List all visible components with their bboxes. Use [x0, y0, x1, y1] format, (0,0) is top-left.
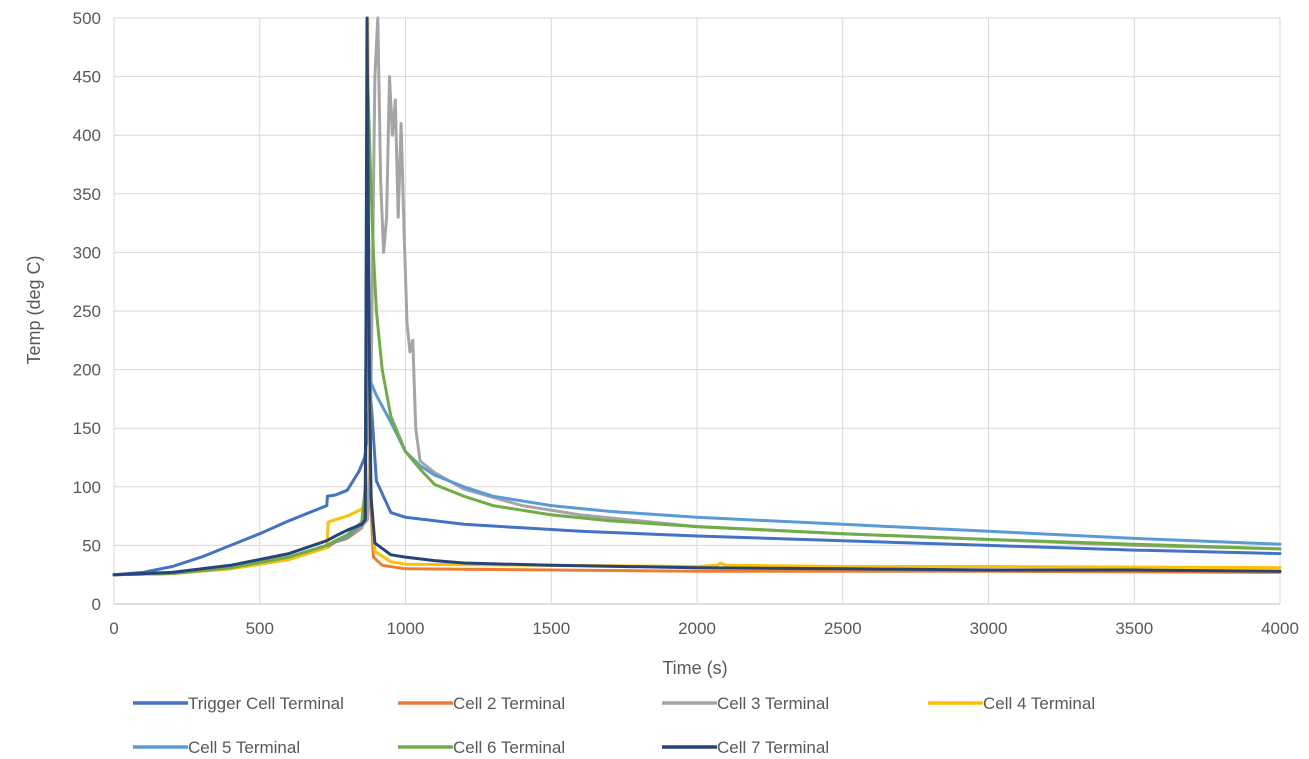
y-tick-label: 350: [73, 185, 101, 204]
x-tick-label: 2000: [678, 619, 716, 638]
y-axis-title: Temp (deg C): [24, 255, 44, 364]
y-tick-label: 100: [73, 478, 101, 497]
legend-label: Cell 2 Terminal: [453, 694, 565, 713]
series-line-7: [112, 16, 1282, 577]
legend-label: Cell 5 Terminal: [188, 738, 300, 757]
y-tick-label: 150: [73, 419, 101, 438]
y-tick-label: 200: [73, 361, 101, 380]
x-tick-label: 3500: [1115, 619, 1153, 638]
series-line-6: [112, 75, 1282, 577]
x-tick-label: 1500: [532, 619, 570, 638]
y-tick-label: 0: [92, 595, 101, 614]
x-tick-label: 1000: [387, 619, 425, 638]
x-tick-label: 500: [246, 619, 274, 638]
x-axis-title: Time (s): [662, 658, 727, 678]
x-tick-label: 0: [109, 619, 118, 638]
x-tick-label: 2500: [824, 619, 862, 638]
y-tick-label: 400: [73, 126, 101, 145]
y-tick-label: 500: [73, 9, 101, 28]
legend: Trigger Cell Terminal Cell 2 Terminal Cell…: [133, 694, 1095, 757]
series-lines: [112, 16, 1282, 577]
y-tick-label: 450: [73, 68, 101, 87]
y-tick-label: 300: [73, 243, 101, 262]
legend-label: Cell 4 Terminal: [983, 694, 1095, 713]
x-tick-label: 4000: [1261, 619, 1299, 638]
legend-label: Cell 3 Terminal: [717, 694, 829, 713]
legend-label: Trigger Cell Terminal: [188, 694, 344, 713]
x-tick-labels: 0 500 1000 1500 2000 2500 3000 3500 4000: [109, 619, 1299, 638]
y-tick-label: 250: [73, 302, 101, 321]
y-tick-label: 50: [82, 536, 101, 555]
y-tick-labels: 0 50 100 150 200 250 300 350 400 450 500: [73, 9, 101, 614]
legend-label: Cell 7 Terminal: [717, 738, 829, 757]
x-tick-label: 3000: [970, 619, 1008, 638]
legend-label: Cell 6 Terminal: [453, 738, 565, 757]
